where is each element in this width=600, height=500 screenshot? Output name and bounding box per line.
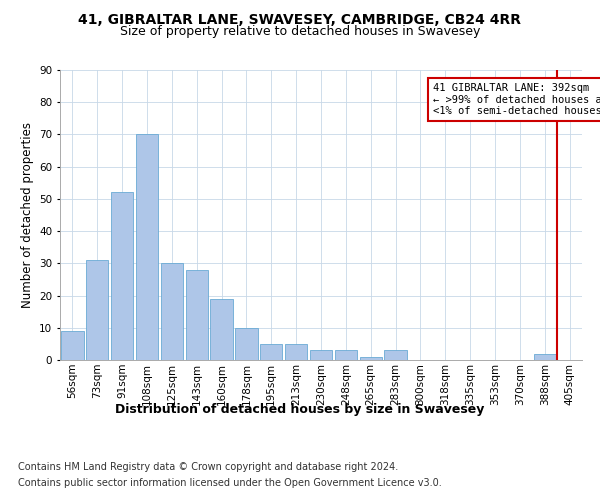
Y-axis label: Number of detached properties: Number of detached properties xyxy=(20,122,34,308)
Bar xyxy=(260,344,283,360)
Bar xyxy=(211,299,233,360)
Bar xyxy=(235,328,257,360)
Bar xyxy=(61,331,83,360)
Bar xyxy=(136,134,158,360)
Bar xyxy=(185,270,208,360)
Text: 41 GIBRALTAR LANE: 392sqm
← >99% of detached houses are smaller (270)
<1% of sem: 41 GIBRALTAR LANE: 392sqm ← >99% of deta… xyxy=(433,83,600,116)
Bar xyxy=(161,264,183,360)
Bar xyxy=(385,350,407,360)
Bar xyxy=(335,350,357,360)
Text: Contains HM Land Registry data © Crown copyright and database right 2024.: Contains HM Land Registry data © Crown c… xyxy=(18,462,398,472)
Text: Contains public sector information licensed under the Open Government Licence v3: Contains public sector information licen… xyxy=(18,478,442,488)
Bar xyxy=(86,260,109,360)
Bar xyxy=(359,357,382,360)
Bar xyxy=(310,350,332,360)
Text: Distribution of detached houses by size in Swavesey: Distribution of detached houses by size … xyxy=(115,402,485,415)
Text: Size of property relative to detached houses in Swavesey: Size of property relative to detached ho… xyxy=(120,25,480,38)
Text: 41, GIBRALTAR LANE, SWAVESEY, CAMBRIDGE, CB24 4RR: 41, GIBRALTAR LANE, SWAVESEY, CAMBRIDGE,… xyxy=(79,12,521,26)
Bar xyxy=(285,344,307,360)
Bar xyxy=(111,192,133,360)
Bar xyxy=(533,354,556,360)
